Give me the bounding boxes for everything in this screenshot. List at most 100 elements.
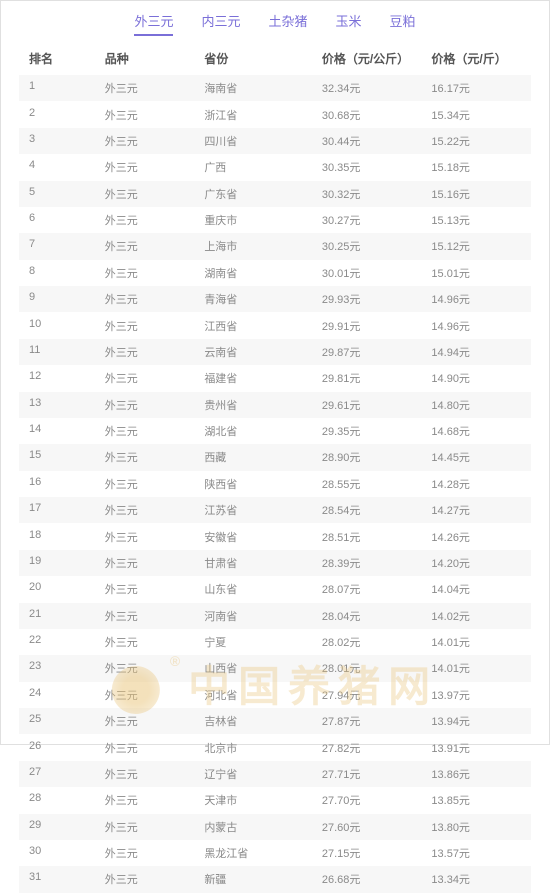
cell-province: 西藏 bbox=[204, 449, 322, 465]
table-row: 18外三元安徽省28.51元14.26元 bbox=[19, 523, 531, 549]
table-row: 25外三元吉林省27.87元13.94元 bbox=[19, 708, 531, 734]
table-row: 21外三元河南省28.04元14.02元 bbox=[19, 603, 531, 629]
cell-province: 山东省 bbox=[204, 581, 322, 597]
table-row: 2外三元浙江省30.68元15.34元 bbox=[19, 101, 531, 127]
table-row: 9外三元青海省29.93元14.96元 bbox=[19, 286, 531, 312]
cell-province: 辽宁省 bbox=[204, 766, 322, 782]
cell-breed: 外三元 bbox=[105, 291, 205, 307]
cell-breed: 外三元 bbox=[105, 133, 205, 149]
tab-0[interactable]: 外三元 bbox=[134, 11, 173, 36]
cell-breed: 外三元 bbox=[105, 581, 205, 597]
cell-rank: 21 bbox=[19, 608, 105, 624]
cell-breed: 外三元 bbox=[105, 660, 205, 676]
cell-price-kg: 27.15元 bbox=[322, 845, 432, 861]
cell-rank: 10 bbox=[19, 318, 105, 334]
cell-price-jin: 13.97元 bbox=[431, 687, 531, 703]
cell-price-jin: 14.68元 bbox=[431, 423, 531, 439]
cell-price-kg: 30.27元 bbox=[322, 212, 432, 228]
cell-province: 广东省 bbox=[204, 186, 322, 202]
cell-price-kg: 30.01元 bbox=[322, 265, 432, 281]
cell-province: 安徽省 bbox=[204, 529, 322, 545]
cell-breed: 外三元 bbox=[105, 238, 205, 254]
cell-price-kg: 28.90元 bbox=[322, 449, 432, 465]
cell-price-jin: 14.01元 bbox=[431, 660, 531, 676]
cell-province: 贵州省 bbox=[204, 397, 322, 413]
cell-rank: 24 bbox=[19, 687, 105, 703]
table-row: 22外三元宁夏28.02元14.01元 bbox=[19, 629, 531, 655]
cell-rank: 11 bbox=[19, 344, 105, 360]
table-row: 10外三元江西省29.91元14.96元 bbox=[19, 312, 531, 338]
table-header-row: 排名 品种 省份 价格（元/公斤） 价格（元/斤） bbox=[19, 42, 531, 75]
cell-price-kg: 29.35元 bbox=[322, 423, 432, 439]
cell-price-jin: 13.57元 bbox=[431, 845, 531, 861]
cell-price-jin: 16.17元 bbox=[431, 80, 531, 96]
cell-province: 吉林省 bbox=[204, 713, 322, 729]
cell-province: 内蒙古 bbox=[204, 819, 322, 835]
cell-province: 浙江省 bbox=[204, 107, 322, 123]
cell-rank: 22 bbox=[19, 634, 105, 650]
cell-price-kg: 30.68元 bbox=[322, 107, 432, 123]
cell-price-jin: 14.96元 bbox=[431, 291, 531, 307]
table-row: 19外三元甘肃省28.39元14.20元 bbox=[19, 550, 531, 576]
price-table: 排名 品种 省份 价格（元/公斤） 价格（元/斤） 1外三元海南省32.34元1… bbox=[1, 42, 549, 893]
tab-2[interactable]: 土杂猪 bbox=[268, 11, 307, 36]
cell-price-jin: 14.94元 bbox=[431, 344, 531, 360]
cell-price-kg: 28.01元 bbox=[322, 660, 432, 676]
table-row: 7外三元上海市30.25元15.12元 bbox=[19, 233, 531, 259]
cell-rank: 15 bbox=[19, 449, 105, 465]
cell-province: 甘肃省 bbox=[204, 555, 322, 571]
cell-rank: 16 bbox=[19, 476, 105, 492]
cell-rank: 6 bbox=[19, 212, 105, 228]
cell-breed: 外三元 bbox=[105, 370, 205, 386]
table-body: 1外三元海南省32.34元16.17元2外三元浙江省30.68元15.34元3外… bbox=[19, 75, 531, 893]
cell-price-jin: 13.86元 bbox=[431, 766, 531, 782]
col-header-province: 省份 bbox=[204, 50, 322, 67]
cell-price-kg: 30.44元 bbox=[322, 133, 432, 149]
cell-breed: 外三元 bbox=[105, 159, 205, 175]
table-row: 29外三元内蒙古27.60元13.80元 bbox=[19, 814, 531, 840]
tab-1[interactable]: 内三元 bbox=[201, 11, 240, 36]
cell-price-kg: 29.91元 bbox=[322, 318, 432, 334]
cell-price-jin: 14.96元 bbox=[431, 318, 531, 334]
cell-price-jin: 15.22元 bbox=[431, 133, 531, 149]
col-header-rank: 排名 bbox=[19, 50, 105, 67]
cell-province: 黑龙江省 bbox=[204, 845, 322, 861]
cell-rank: 20 bbox=[19, 581, 105, 597]
col-header-breed: 品种 bbox=[105, 50, 205, 67]
cell-breed: 外三元 bbox=[105, 344, 205, 360]
cell-rank: 3 bbox=[19, 133, 105, 149]
cell-price-jin: 15.16元 bbox=[431, 186, 531, 202]
cell-rank: 1 bbox=[19, 80, 105, 96]
table-row: 24外三元河北省27.94元13.97元 bbox=[19, 682, 531, 708]
table-row: 6外三元重庆市30.27元15.13元 bbox=[19, 207, 531, 233]
cell-rank: 29 bbox=[19, 819, 105, 835]
cell-price-kg: 29.81元 bbox=[322, 370, 432, 386]
cell-price-kg: 27.70元 bbox=[322, 792, 432, 808]
cell-price-kg: 28.51元 bbox=[322, 529, 432, 545]
cell-price-kg: 29.61元 bbox=[322, 397, 432, 413]
cell-breed: 外三元 bbox=[105, 186, 205, 202]
cell-breed: 外三元 bbox=[105, 555, 205, 571]
cell-price-jin: 13.80元 bbox=[431, 819, 531, 835]
cell-province: 湖北省 bbox=[204, 423, 322, 439]
cell-province: 陕西省 bbox=[204, 476, 322, 492]
cell-rank: 4 bbox=[19, 159, 105, 175]
cell-rank: 19 bbox=[19, 555, 105, 571]
cell-price-jin: 14.01元 bbox=[431, 634, 531, 650]
tab-3[interactable]: 玉米 bbox=[336, 11, 362, 36]
cell-rank: 12 bbox=[19, 370, 105, 386]
cell-province: 广西 bbox=[204, 159, 322, 175]
cell-breed: 外三元 bbox=[105, 713, 205, 729]
cell-breed: 外三元 bbox=[105, 871, 205, 887]
cell-price-kg: 28.39元 bbox=[322, 555, 432, 571]
cell-rank: 14 bbox=[19, 423, 105, 439]
cell-province: 重庆市 bbox=[204, 212, 322, 228]
cell-rank: 2 bbox=[19, 107, 105, 123]
cell-rank: 5 bbox=[19, 186, 105, 202]
cell-price-jin: 13.94元 bbox=[431, 713, 531, 729]
cell-price-jin: 14.45元 bbox=[431, 449, 531, 465]
tab-4[interactable]: 豆粕 bbox=[390, 11, 416, 36]
cell-rank: 23 bbox=[19, 660, 105, 676]
cell-price-kg: 27.60元 bbox=[322, 819, 432, 835]
cell-province: 河南省 bbox=[204, 608, 322, 624]
